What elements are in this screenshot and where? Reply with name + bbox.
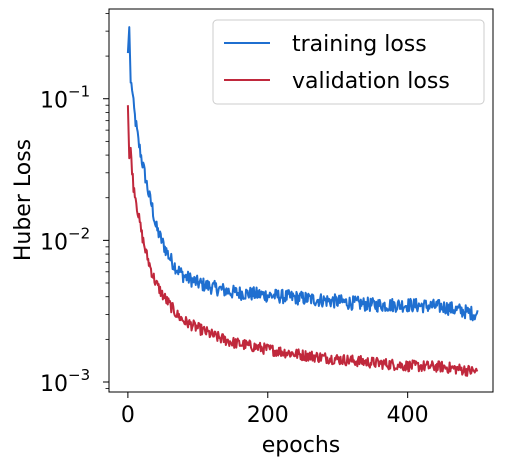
- series-line-1: [126, 105, 479, 377]
- series-lines: [126, 26, 479, 377]
- y-axis-label: Huber Loss: [11, 139, 36, 261]
- legend: training loss validation loss: [212, 19, 485, 105]
- y-tick-label: 10−2: [40, 224, 90, 255]
- plot-frame: [108, 8, 494, 393]
- legend-box: [212, 19, 485, 105]
- series-line-0: [126, 26, 479, 322]
- legend-label-validation: validation loss: [292, 69, 450, 94]
- x-tick-label: 0: [121, 403, 135, 428]
- x-tick-label: 400: [387, 403, 429, 428]
- axis-ticks: 0 200 400 10−1 10−2 10−3: [40, 13, 429, 428]
- x-axis-label: epochs: [262, 433, 340, 458]
- y-tick-label: 10−3: [40, 366, 90, 397]
- legend-label-training: training loss: [292, 32, 427, 57]
- x-tick-label: 200: [247, 403, 289, 428]
- y-tick-label: 10−1: [40, 83, 90, 114]
